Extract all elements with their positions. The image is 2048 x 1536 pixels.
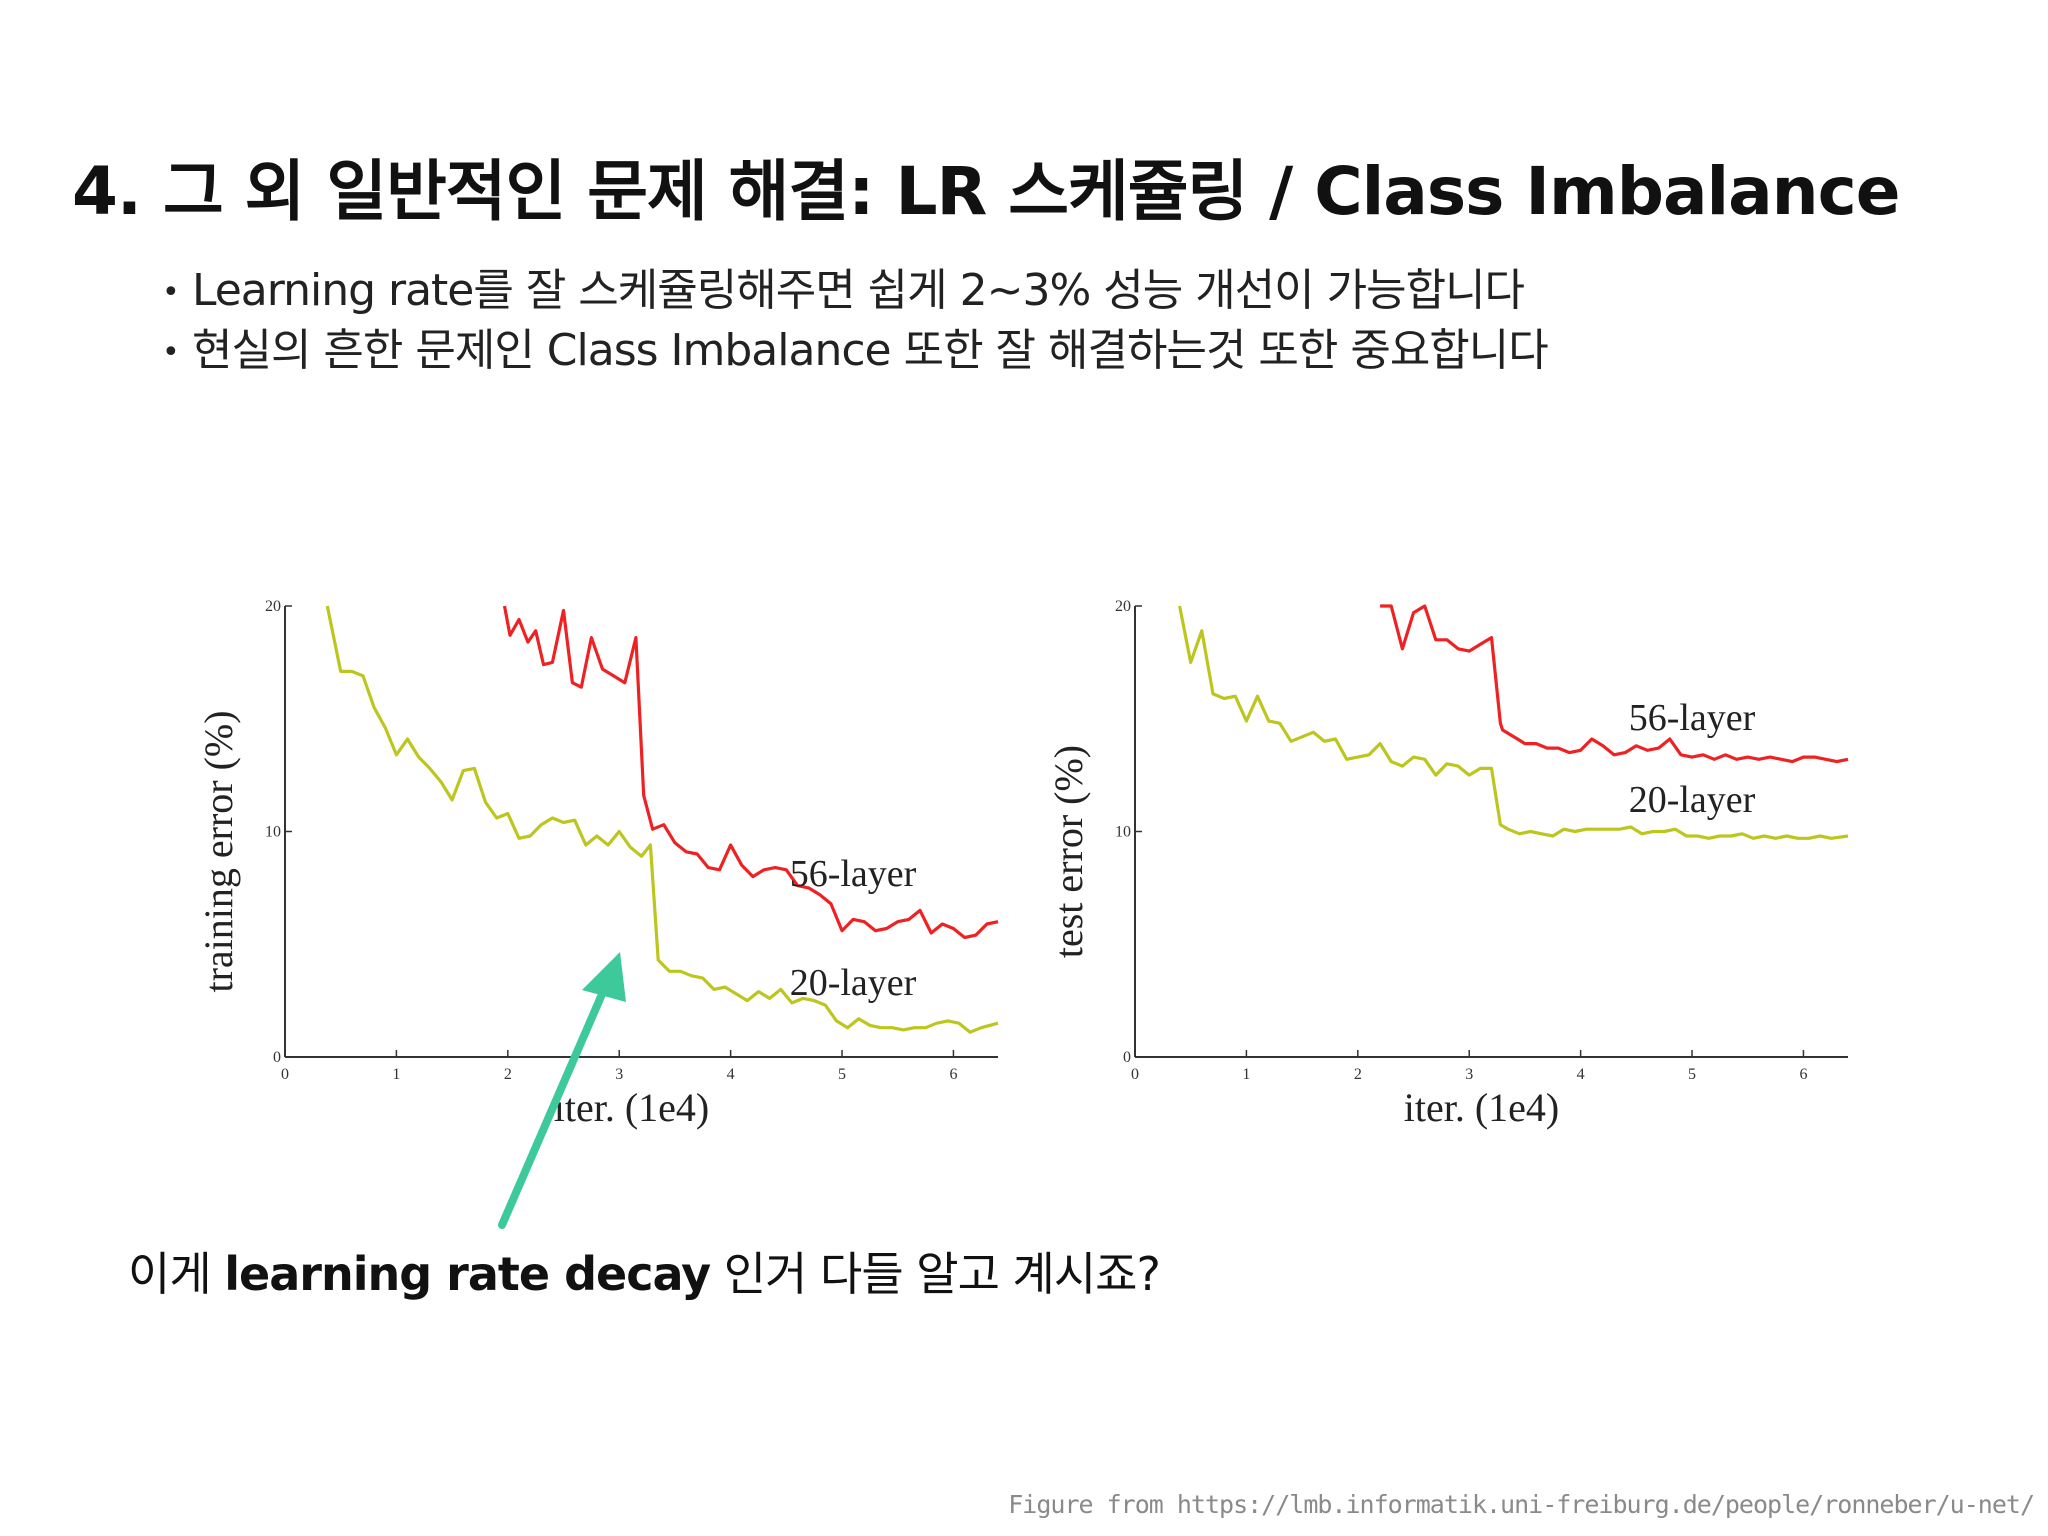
- y-axis-label: training error (%): [196, 710, 241, 992]
- caption: 이게 learning rate decay 인거 다들 알고 계시죠?: [128, 1238, 1161, 1304]
- x-tick-label: 2: [504, 1066, 512, 1083]
- bullet-dot-icon: •: [162, 335, 180, 370]
- caption-highlight: learning rate decay: [224, 1247, 711, 1301]
- x-tick-label: 3: [1465, 1066, 1473, 1083]
- bullet-text: 현실의 흔한 문제인 Class Imbalance 또한 잘 해결하는것 또한…: [192, 325, 1549, 376]
- x-tick-label: 0: [1131, 1066, 1139, 1083]
- bullet-item: • Learning rate를 잘 스케쥴링해주면 쉽게 2~3% 성능 개선이…: [162, 262, 1548, 322]
- arrow-icon: [498, 952, 626, 1229]
- x-tick-label: 0: [281, 1066, 289, 1083]
- x-axis-label: iter. (1e4): [1404, 1085, 1560, 1130]
- series-label: 20-layer: [1629, 779, 1756, 821]
- figure-source: Figure from https://lmb.informatik.uni-f…: [1008, 1490, 2035, 1519]
- bullet-item: • 현실의 흔한 문제인 Class Imbalance 또한 잘 해결하는것 또…: [162, 322, 1549, 382]
- x-tick-label: 4: [727, 1066, 735, 1083]
- x-tick-label: 5: [838, 1066, 846, 1083]
- caption-prefix: 이게: [128, 1247, 225, 1301]
- bullet-dot-icon: •: [162, 275, 180, 310]
- chart-panel-2: 0 1 2 3 4 5 6 0 10 20 iter. (1e4) test error (%) 56-…: [1046, 598, 1849, 1130]
- x-tick-label: 4: [1577, 1066, 1585, 1083]
- x-tick-label: 5: [1688, 1066, 1696, 1083]
- x-tick-label: 3: [615, 1066, 623, 1083]
- arrow-shaft: [498, 981, 610, 1229]
- series-label: 56-layer: [790, 853, 917, 895]
- series-line-56-layer: [502, 605, 999, 940]
- series-line-20-layer: [325, 605, 999, 1034]
- y-tick-label: 10: [265, 824, 281, 841]
- y-axis-label: test error (%): [1046, 745, 1091, 958]
- x-tick-label: 6: [949, 1066, 957, 1083]
- series-label: 20-layer: [790, 962, 917, 1004]
- y-tick-label: 0: [273, 1049, 281, 1066]
- bullet-list: • Learning rate를 잘 스케쥴링해주면 쉽게 2~3% 성능 개선이…: [162, 262, 1549, 382]
- caption-suffix: 인거 다들 알고 계시죠?: [710, 1247, 1161, 1301]
- x-tick-label: 1: [1242, 1066, 1250, 1083]
- y-tick-label: 10: [1115, 824, 1131, 841]
- bullet-text: Learning rate를 잘 스케쥴링해주면 쉽게 2~3% 성능 개선이 …: [192, 265, 1525, 316]
- x-tick-label: 2: [1354, 1066, 1362, 1083]
- series-line-20-layer: [1178, 605, 1849, 840]
- series-label: 56-layer: [1629, 697, 1756, 739]
- x-tick-label: 1: [392, 1066, 400, 1083]
- slide-title: 4. 그 외 일반적인 문제 해결: LR 스케쥴링 / Class Imbal…: [72, 153, 1901, 230]
- chart-panel-1: 0 1 2 3 4 5 6 0 10 20 iter. (1e4) training error (%…: [196, 598, 999, 1130]
- series-line-56-layer: [1380, 604, 1849, 764]
- arrow-head: [582, 952, 626, 1002]
- y-tick-label: 20: [1115, 598, 1131, 615]
- y-tick-label: 0: [1123, 1049, 1131, 1066]
- x-tick-label: 6: [1799, 1066, 1807, 1083]
- y-tick-label: 20: [265, 598, 281, 615]
- x-axis-label: iter. (1e4): [554, 1085, 710, 1130]
